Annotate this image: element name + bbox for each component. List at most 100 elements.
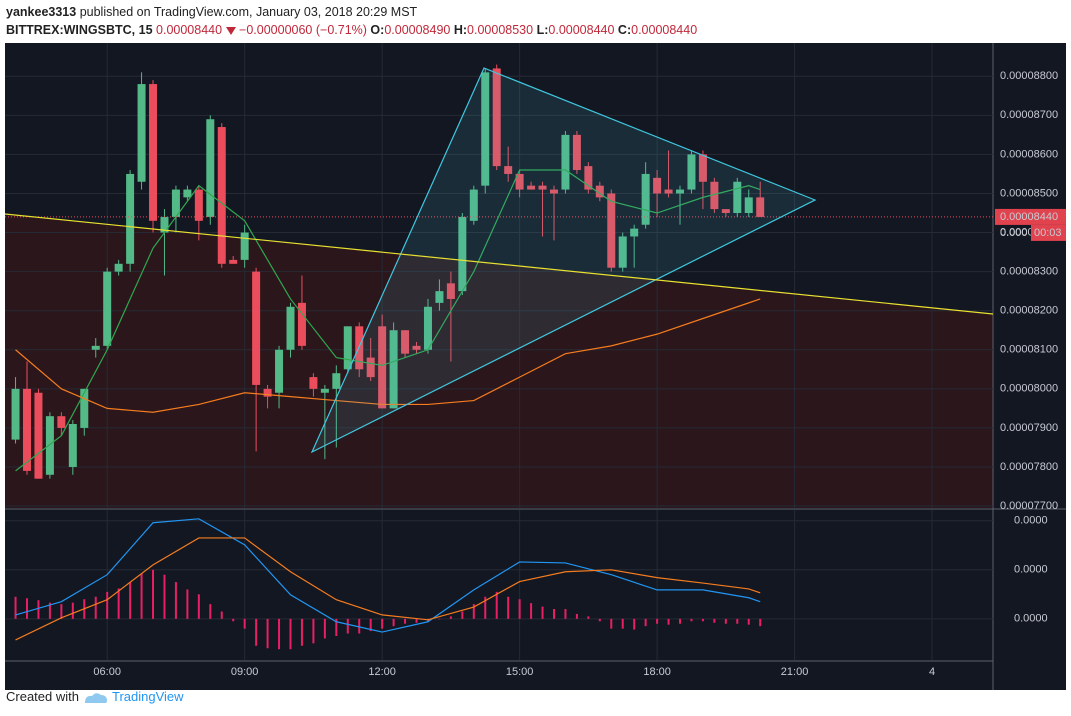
- candle-body: [538, 185, 547, 190]
- candle-body: [103, 271, 112, 346]
- candle-body: [446, 283, 455, 299]
- candle-body: [263, 388, 272, 397]
- grid: [5, 43, 993, 660]
- brand: TradingView: [112, 689, 184, 704]
- histogram-bar: [300, 618, 303, 646]
- histogram-bar: [530, 603, 533, 619]
- candle-body: [171, 189, 180, 217]
- background: [5, 43, 1066, 690]
- zone: [5, 214, 993, 508]
- histogram-bar: [587, 616, 590, 619]
- histogram-bar: [209, 604, 212, 619]
- h-label: H:: [453, 23, 468, 37]
- histogram-bar: [369, 618, 372, 632]
- histogram-bar: [724, 618, 727, 624]
- candle-body: [252, 271, 261, 385]
- histogram-bar: [713, 618, 716, 623]
- histogram-bar: [736, 618, 739, 624]
- histogram-bar: [564, 609, 567, 619]
- y-tick-label: 0.00007800: [1000, 461, 1058, 473]
- logo: [84, 692, 107, 703]
- histogram-bar: [667, 618, 670, 625]
- candle-body: [458, 216, 467, 292]
- indicator-line: [15, 298, 761, 413]
- x-tick-label: 4: [929, 666, 935, 678]
- histogram-bar: [495, 591, 498, 619]
- symbol: BITTREX:WINGSBTC, 15: [6, 23, 153, 37]
- histogram-bar: [140, 573, 143, 619]
- candle-body: [687, 154, 696, 190]
- candle-body: [217, 127, 226, 264]
- y-tick-label: 0.00008000: [1000, 383, 1058, 395]
- trend-line: [4, 213, 994, 315]
- y-tick-label: 0.00007700: [1000, 500, 1058, 512]
- histogram-bar: [14, 596, 17, 619]
- candle-body: [286, 306, 295, 350]
- candle-body: [22, 388, 31, 471]
- candle-body: [584, 166, 593, 190]
- histogram-bar: [60, 604, 63, 619]
- candle-body: [275, 349, 284, 393]
- price-tag: [995, 208, 1066, 225]
- histogram-bar: [541, 606, 544, 619]
- candle-body: [183, 189, 192, 198]
- footer: Created with TradingView: [6, 689, 184, 705]
- histogram-bar: [37, 600, 40, 619]
- candle-body: [698, 154, 707, 182]
- price-tag-label: 0.00008440: [1000, 211, 1058, 223]
- candle-body: [412, 345, 421, 350]
- histogram-bar: [197, 594, 200, 619]
- candle-body: [45, 416, 54, 475]
- candle-body: [309, 377, 318, 389]
- histogram-bar: [472, 604, 475, 619]
- candle-body: [756, 197, 765, 217]
- candle-body: [492, 68, 501, 167]
- published: published on TradingView.com, January 03…: [79, 5, 418, 19]
- histogram-bar: [266, 618, 269, 649]
- histogram-bar: [621, 618, 624, 629]
- change: −0.00000060 (−0.71%): [239, 23, 367, 37]
- candle-body: [57, 416, 66, 428]
- histogram-bar: [449, 616, 452, 619]
- candle-body: [515, 173, 524, 190]
- o: 0.00008490: [384, 23, 451, 37]
- indicator-line: [15, 518, 761, 633]
- candle-body: [366, 357, 375, 378]
- histogram-bar: [392, 618, 395, 627]
- x-tick-label: 06:00: [93, 666, 121, 678]
- y-tick-label: 0.00008300: [1000, 266, 1058, 278]
- histogram-bar: [633, 618, 636, 630]
- header: yankee3313 published on TradingView.com,…: [6, 3, 697, 39]
- candle-body: [595, 185, 604, 198]
- histogram-bar: [598, 618, 601, 622]
- c: 0.00008440: [631, 23, 698, 37]
- histogram-bar: [644, 618, 647, 627]
- histogram-bar: [152, 569, 155, 619]
- header-line: BITTREX:WINGSBTC, 15 0.00008440 −0.00000…: [6, 21, 697, 39]
- histogram-bar: [129, 582, 132, 619]
- candle-body: [527, 185, 536, 190]
- histogram-bar: [507, 596, 510, 619]
- candle-body: [721, 209, 730, 214]
- axes: 06:00 09:00 12:00 15:00 18:00 21:00 4 0.0000770…: [93, 70, 1066, 678]
- indicator-line: [15, 537, 761, 641]
- y-tick-label: 0.00008500: [1000, 187, 1058, 199]
- histogram-bar: [117, 588, 120, 619]
- histogram-bar: [255, 618, 258, 646]
- candle-body: [389, 330, 398, 409]
- created: Created with: [6, 689, 79, 704]
- candle-body: [549, 189, 558, 194]
- y-tick-label: 0.00007900: [1000, 422, 1058, 434]
- user: yankee3313: [6, 5, 77, 19]
- histogram-bar: [575, 613, 578, 619]
- histogram-bar: [438, 618, 441, 620]
- candle-body: [68, 423, 77, 467]
- histogram-bar: [610, 618, 613, 629]
- countdown-box: [1031, 224, 1066, 241]
- histogram-bar: [25, 598, 28, 619]
- candle-body: [114, 263, 123, 272]
- histogram-bar: [484, 596, 487, 619]
- drawings: [4, 67, 994, 454]
- histogram-bar: [335, 618, 338, 636]
